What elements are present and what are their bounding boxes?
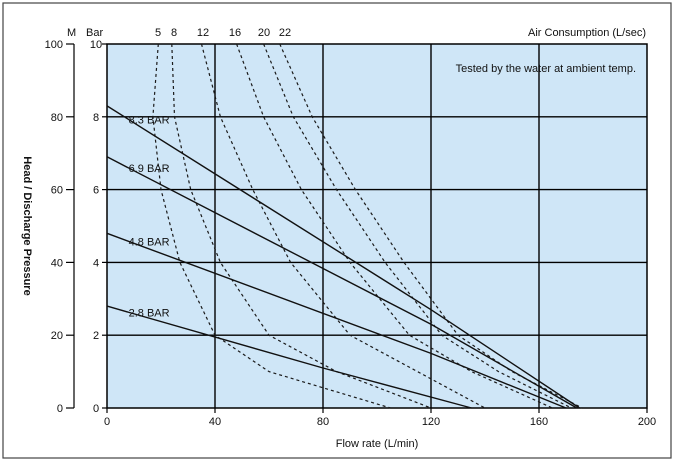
pressure-lines: 8.3 BAR 6.9 BAR 4.8 BAR 2.8 BAR xyxy=(106,105,580,409)
y-tick-label-bar: 2 xyxy=(93,330,99,342)
y-tick-label-m: 80 xyxy=(51,112,63,124)
y-tick-label-bar: 4 xyxy=(93,257,99,269)
pressure-label-2-8-bar: 2.8 BAR xyxy=(129,307,170,319)
y-tick-label-m: 100 xyxy=(45,39,63,51)
x-tick-label: 120 xyxy=(422,416,440,428)
plot-area xyxy=(106,43,648,409)
test-note: Tested by the water at ambient temp. xyxy=(456,63,636,75)
y-tick-label-m: 20 xyxy=(51,330,63,342)
pressure-label-8-3-bar: 8.3 BAR xyxy=(129,114,170,126)
y-tick-label-m: 40 xyxy=(51,257,63,269)
pressure-line-2-8-bar xyxy=(106,305,472,409)
air-curve-20 xyxy=(263,43,572,409)
x-tick-label: 160 xyxy=(530,416,548,428)
air-label-16: 16 xyxy=(229,27,241,39)
x-tick-label: 200 xyxy=(638,416,656,428)
pressure-line-6-9-bar xyxy=(106,156,578,409)
air-label-8: 8 xyxy=(171,27,177,39)
y-axis-label: Head / Discharge Pressure xyxy=(21,156,33,295)
x-tick-label: 0 xyxy=(104,416,110,428)
air-curve-22 xyxy=(279,43,583,409)
air-label-20: 20 xyxy=(258,27,270,39)
y-tick-label-bar: 8 xyxy=(93,112,99,124)
air-label-22: 22 xyxy=(279,27,291,39)
air-label-5: 5 xyxy=(155,27,161,39)
y-tick-label-m: 0 xyxy=(57,403,63,415)
x-tick-label: 80 xyxy=(317,416,329,428)
air-curve-5 xyxy=(152,43,391,409)
pressure-label-6-9-bar: 6.9 BAR xyxy=(129,163,170,175)
air-label-12: 12 xyxy=(197,27,209,39)
x-axis-label: Flow rate (L/min) xyxy=(336,438,419,450)
x-tick-label: 40 xyxy=(209,416,221,428)
pressure-line-8-3-bar xyxy=(106,105,580,409)
air-curve-12 xyxy=(200,43,486,409)
y-tick-label-m: 60 xyxy=(51,185,63,197)
air-consumption-label: Air Consumption (L/sec) xyxy=(528,27,646,39)
y-tick-label-bar: 0 xyxy=(93,403,99,415)
grid-lines xyxy=(107,44,647,408)
y-unit-left: M xyxy=(67,27,76,39)
air-curve-16 xyxy=(236,43,553,409)
y-unit-right: Bar xyxy=(86,27,103,39)
pressure-label-4-8-bar: 4.8 BAR xyxy=(129,236,170,248)
y-tick-label-bar: 10 xyxy=(90,39,102,51)
pressure-line-4-8-bar xyxy=(106,232,567,409)
y-tick-label-bar: 6 xyxy=(93,185,99,197)
